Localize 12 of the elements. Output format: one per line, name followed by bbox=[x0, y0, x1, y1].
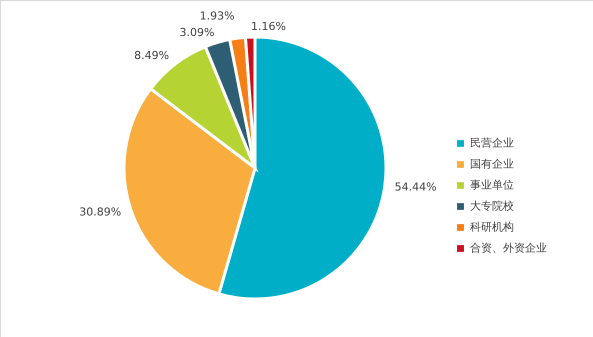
data-label: 1.16% bbox=[251, 20, 286, 34]
data-label: 1.93% bbox=[200, 9, 235, 22]
data-label: 8.49% bbox=[134, 49, 170, 62]
data-label: 3.09% bbox=[180, 26, 215, 39]
data-label: 54.44% bbox=[394, 180, 437, 194]
legend-label: 科研机构 bbox=[470, 220, 514, 234]
legend-label: 大专院校 bbox=[470, 200, 514, 212]
legend-label: 国有企业 bbox=[470, 158, 514, 170]
legend-label: 民营企业 bbox=[470, 136, 514, 150]
legend-label: 合资、外资企业 bbox=[470, 242, 547, 254]
data-label: 30.89% bbox=[79, 206, 122, 219]
legend-label: 事业单位 bbox=[470, 178, 514, 192]
